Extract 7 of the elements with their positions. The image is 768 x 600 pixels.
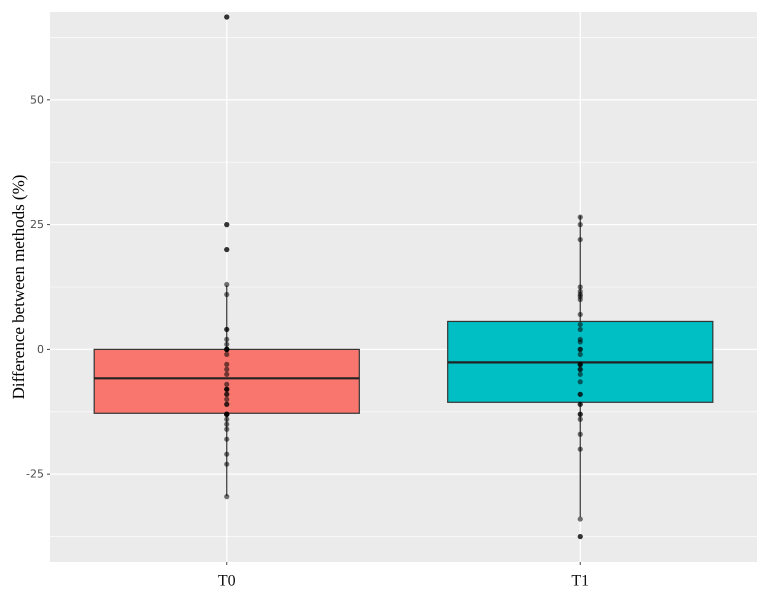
x-tick-label: T0 <box>218 572 236 590</box>
x-tick-label: T1 <box>571 572 590 590</box>
y-tick-label: -25 <box>26 468 44 481</box>
y-tick-label: 25 <box>30 218 44 232</box>
y-axis-title: Difference between methods (%) <box>9 174 28 400</box>
y-tick-label: 50 <box>30 93 44 106</box>
y-tick-label: 0 <box>37 342 44 356</box>
